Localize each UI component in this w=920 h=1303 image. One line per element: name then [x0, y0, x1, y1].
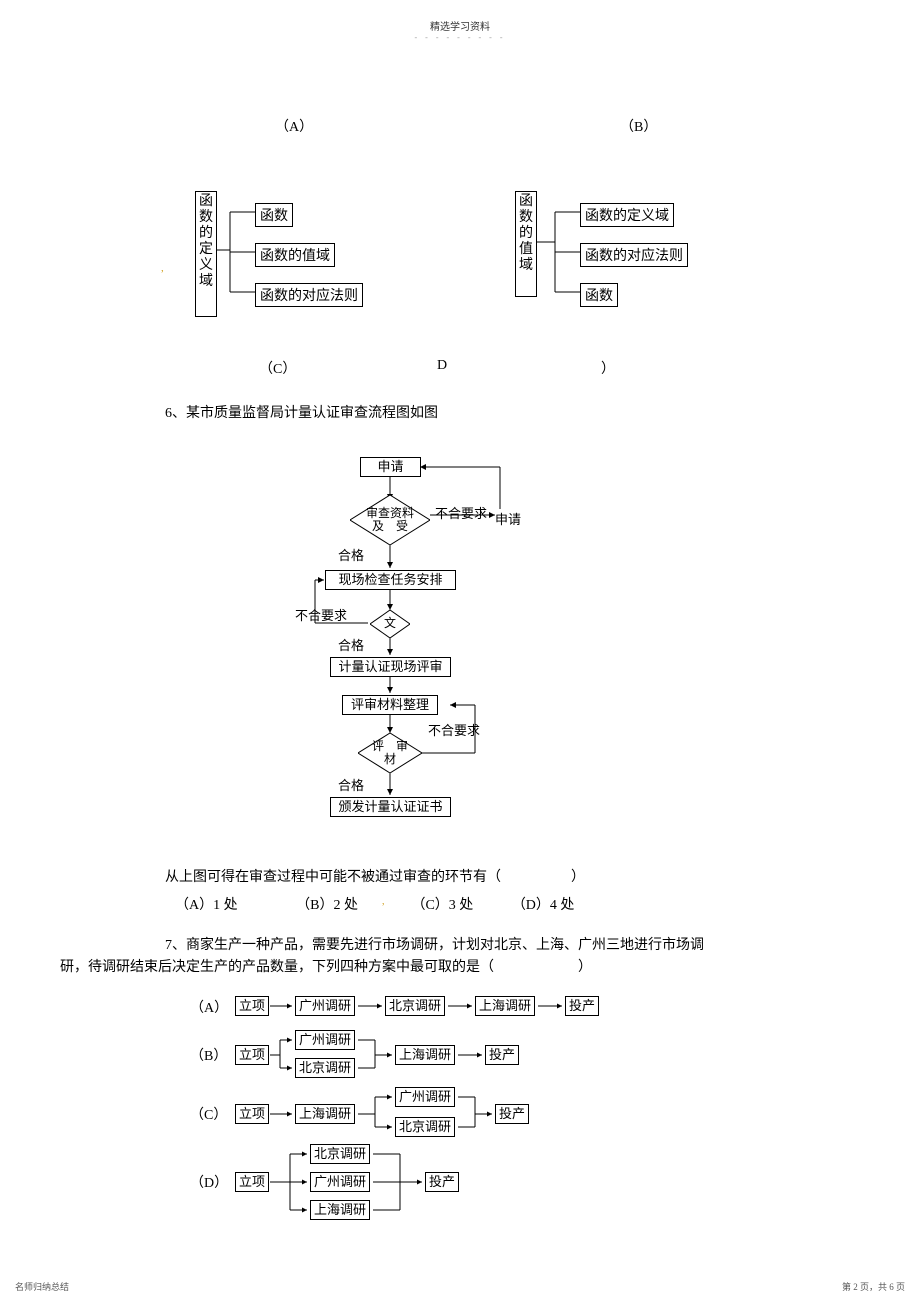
tree-c-leaf: 函数的值域	[255, 243, 335, 267]
flow-fail1: 不合要求	[435, 503, 487, 522]
flow-pass3: 合格	[338, 775, 364, 794]
flow-pass2: 合格	[338, 635, 364, 654]
flow-d2: 文	[370, 610, 410, 638]
label-c: （C）	[259, 358, 296, 378]
header-dots: - - - - - - - - -	[0, 33, 920, 42]
footer-right: 第 2 页，共 6 页	[842, 1280, 905, 1293]
flow-material: 评审材料整理	[342, 695, 438, 715]
q6-opt-b: （B）2 处	[296, 898, 358, 913]
q7-row-a: （A） 立项 广州调研 北京调研 上海调研 投产	[190, 990, 620, 1030]
q7-diagrams: （A） 立项 广州调研 北京调研 上海调研 投产 （B） 立项 广州调研 北京调…	[190, 990, 620, 1222]
q6-opt-a: （A）1 处	[175, 898, 238, 913]
q7-text: 7、商家生产一种产品，需要先进行市场调研，计划对北京、上海、广州三地进行市场调 …	[60, 935, 840, 979]
header-top: 精选学习资料	[0, 0, 920, 33]
flow-fail3: 不合要求	[428, 720, 480, 739]
label-d-left: D	[437, 358, 447, 374]
tree-c-leaf: 函数	[255, 203, 293, 227]
center-dot: ,	[382, 896, 385, 907]
flow-review: 计量认证现场评审	[330, 657, 451, 677]
tree-c-leaf: 函数的对应法则	[255, 283, 363, 307]
tree-d-leaf: 函数的对应法则	[580, 243, 688, 267]
flow-pass1: 合格	[338, 545, 364, 564]
label-a: （A）	[275, 116, 313, 136]
flow-issue: 颁发计量认证证书	[330, 797, 451, 817]
tree-d-leaf: 函数	[580, 283, 618, 307]
q7-row-d: （D） 立项 北京调研 广州调研 上海调研 投产	[190, 1142, 620, 1222]
q6-options: （A）1 处 （B）2 处 （C）3 处 （D）4 处	[175, 894, 574, 914]
tree-d-leaf: 函数的定义域	[580, 203, 674, 227]
label-b: （B）	[620, 116, 657, 136]
footer-left: 名师归纳总结	[15, 1280, 69, 1293]
flow-d3: 评 审 材	[358, 733, 422, 773]
q6-opt-d: （D）4 处	[512, 898, 575, 913]
flow-d1: 审查资料 及 受	[350, 495, 430, 545]
label-d-right: ）	[601, 358, 615, 378]
q6-flowchart: 申请 审查资料 及 受 不合要求 申请 合格 现场检查任务安排 不合要求 文 合…	[300, 455, 570, 825]
flow-fail2: 不合要求	[295, 605, 347, 624]
side-dot: ,	[161, 262, 164, 274]
q7-row-b: （B） 立项 广州调研 北京调研 上海调研 投产	[190, 1030, 620, 1082]
q6-opt-c: （C）3 处	[411, 898, 473, 913]
q7-row-c: （C） 立项 上海调研 广州调研 北京调研 投产	[190, 1082, 620, 1142]
flow-apply: 申请	[360, 457, 421, 477]
flow-task: 现场检查任务安排	[325, 570, 456, 590]
q6-title: 6、某市质量监督局计量认证审查流程图如图	[165, 402, 438, 422]
q6-question: 从上图可得在审查过程中可能不被通过审查的环节有（ ）	[165, 866, 585, 886]
flow-reapply: 申请	[495, 509, 521, 528]
